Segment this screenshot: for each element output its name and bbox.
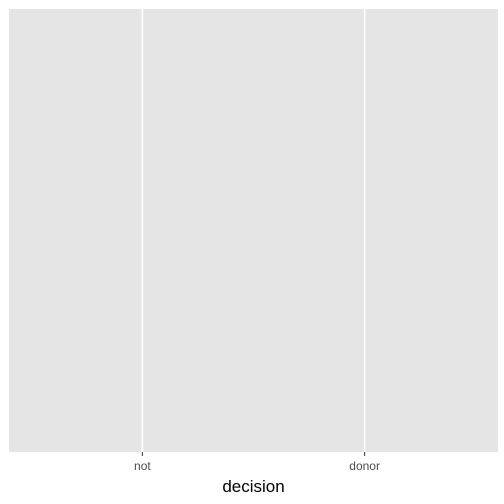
plot-panel (9, 9, 498, 452)
x-gridlines (141, 9, 366, 456)
x-tick-labels: not donor (134, 459, 380, 473)
tick-label-not: not (134, 459, 151, 473)
tick-label-donor: donor (349, 459, 380, 473)
x-axis-title: decision (222, 477, 284, 496)
